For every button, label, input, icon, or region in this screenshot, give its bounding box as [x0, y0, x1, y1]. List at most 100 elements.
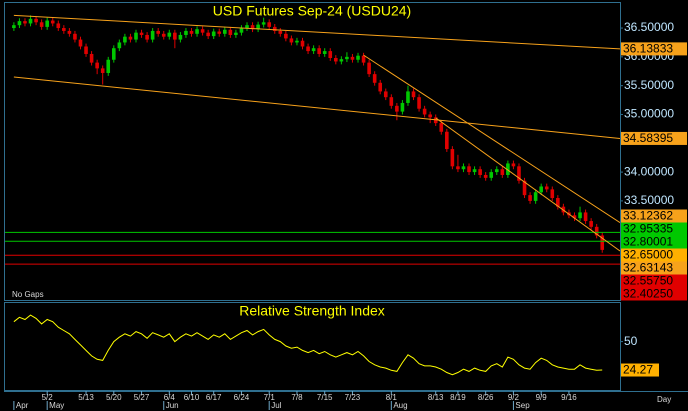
candle-body	[84, 46, 88, 54]
candle-body	[411, 91, 416, 98]
level-box	[621, 131, 687, 145]
gap-note: No Gaps	[12, 290, 44, 299]
candle-body	[500, 169, 505, 175]
candle-body	[223, 29, 227, 34]
y-tick-label: 33.50000	[624, 193, 674, 207]
x-tick-label: 6/4	[164, 393, 176, 402]
candle-body	[556, 198, 560, 207]
level-label: 32.63143	[623, 261, 673, 275]
x-tick-label: 9/2	[508, 393, 520, 402]
candle-body	[111, 48, 116, 60]
candle-body	[594, 226, 599, 236]
level-box	[621, 42, 687, 56]
candle-body	[239, 28, 244, 33]
candle-body	[100, 68, 105, 73]
level-box	[621, 261, 687, 275]
candle-body	[522, 180, 527, 196]
level-box	[621, 274, 687, 288]
candle-body	[128, 36, 133, 40]
candle-body	[156, 30, 160, 34]
price-panel-frame	[4, 2, 621, 301]
candle-body	[528, 195, 532, 201]
level-label: 33.12362	[623, 209, 673, 223]
x-tick-label: 5/2	[42, 393, 54, 402]
x-tick-label: 8/19	[450, 393, 466, 402]
candle-body	[428, 114, 432, 118]
x-tick-label: 6/10	[184, 393, 200, 402]
level-label: 32.55750	[623, 274, 673, 288]
x-tick-label: 6/17	[206, 393, 222, 402]
candle-body	[78, 39, 83, 47]
candle-body	[150, 30, 155, 40]
price-plot	[5, 14, 620, 265]
candle-body	[17, 21, 22, 26]
candle-body	[200, 29, 205, 33]
rsi-value-box	[621, 363, 659, 377]
candle-body	[544, 186, 549, 190]
candle-body	[328, 51, 333, 59]
month-label: Jul	[271, 401, 281, 410]
y-tick-label: 34.00000	[624, 164, 674, 178]
candle-body	[572, 215, 577, 219]
candle-body	[167, 32, 172, 37]
candle-body	[123, 36, 127, 43]
level-box	[621, 287, 687, 301]
candle-body	[23, 21, 27, 24]
candle-body	[583, 212, 588, 222]
rsi-panel-frame	[4, 302, 621, 391]
x-tick-label: 7/1	[264, 393, 276, 402]
candle-body	[195, 29, 199, 34]
candle-body	[472, 169, 477, 173]
candle-body	[256, 24, 260, 30]
candle-body	[245, 25, 249, 29]
candle-body	[494, 169, 499, 173]
candle-body	[417, 97, 421, 109]
y-tick-label: 36.50000	[624, 20, 674, 34]
candle-body	[34, 18, 38, 23]
candle-body	[589, 221, 593, 227]
candle-body	[145, 34, 149, 40]
candle-body	[139, 32, 144, 35]
candle-body	[62, 28, 66, 31]
rsi-title: Relative Strength Index	[239, 303, 385, 319]
candle-body	[372, 74, 377, 83]
level-label: 32.80001	[623, 235, 673, 249]
candle-body	[389, 97, 394, 106]
candle-body	[406, 91, 410, 103]
candle-body	[461, 166, 466, 170]
candle-body	[600, 235, 605, 250]
x-tick-label: 7/15	[317, 393, 333, 402]
candle-body	[95, 62, 99, 69]
candle-body	[467, 166, 471, 173]
rsi-line	[13, 314, 603, 376]
candle-body	[267, 22, 272, 27]
candle-body	[378, 82, 383, 92]
level-label: 32.40250	[623, 287, 673, 301]
candle-body	[322, 51, 327, 54]
candle-body	[106, 59, 111, 73]
candle-body	[517, 166, 521, 181]
candle-body	[300, 40, 305, 47]
candle-body	[278, 30, 283, 34]
candle-body	[211, 31, 216, 37]
candle-body	[117, 42, 122, 49]
candle-body	[578, 212, 582, 219]
candle-body	[478, 169, 482, 175]
candle-body	[550, 189, 555, 199]
candle-body	[489, 172, 494, 178]
candle-body	[28, 18, 33, 24]
candle-body	[272, 26, 277, 31]
candle-body	[533, 192, 538, 201]
level-label: 32.65000	[623, 248, 673, 262]
candle-body	[39, 22, 44, 27]
candle-body	[439, 123, 444, 132]
rsi-value-label: 24.27	[623, 363, 653, 377]
x-tick-label: 5/20	[106, 393, 122, 402]
month-label: Sep	[515, 401, 530, 410]
month-label: Apr	[16, 401, 29, 410]
candle-body	[250, 25, 255, 30]
month-label: May	[49, 401, 64, 410]
trend-line	[13, 14, 620, 50]
